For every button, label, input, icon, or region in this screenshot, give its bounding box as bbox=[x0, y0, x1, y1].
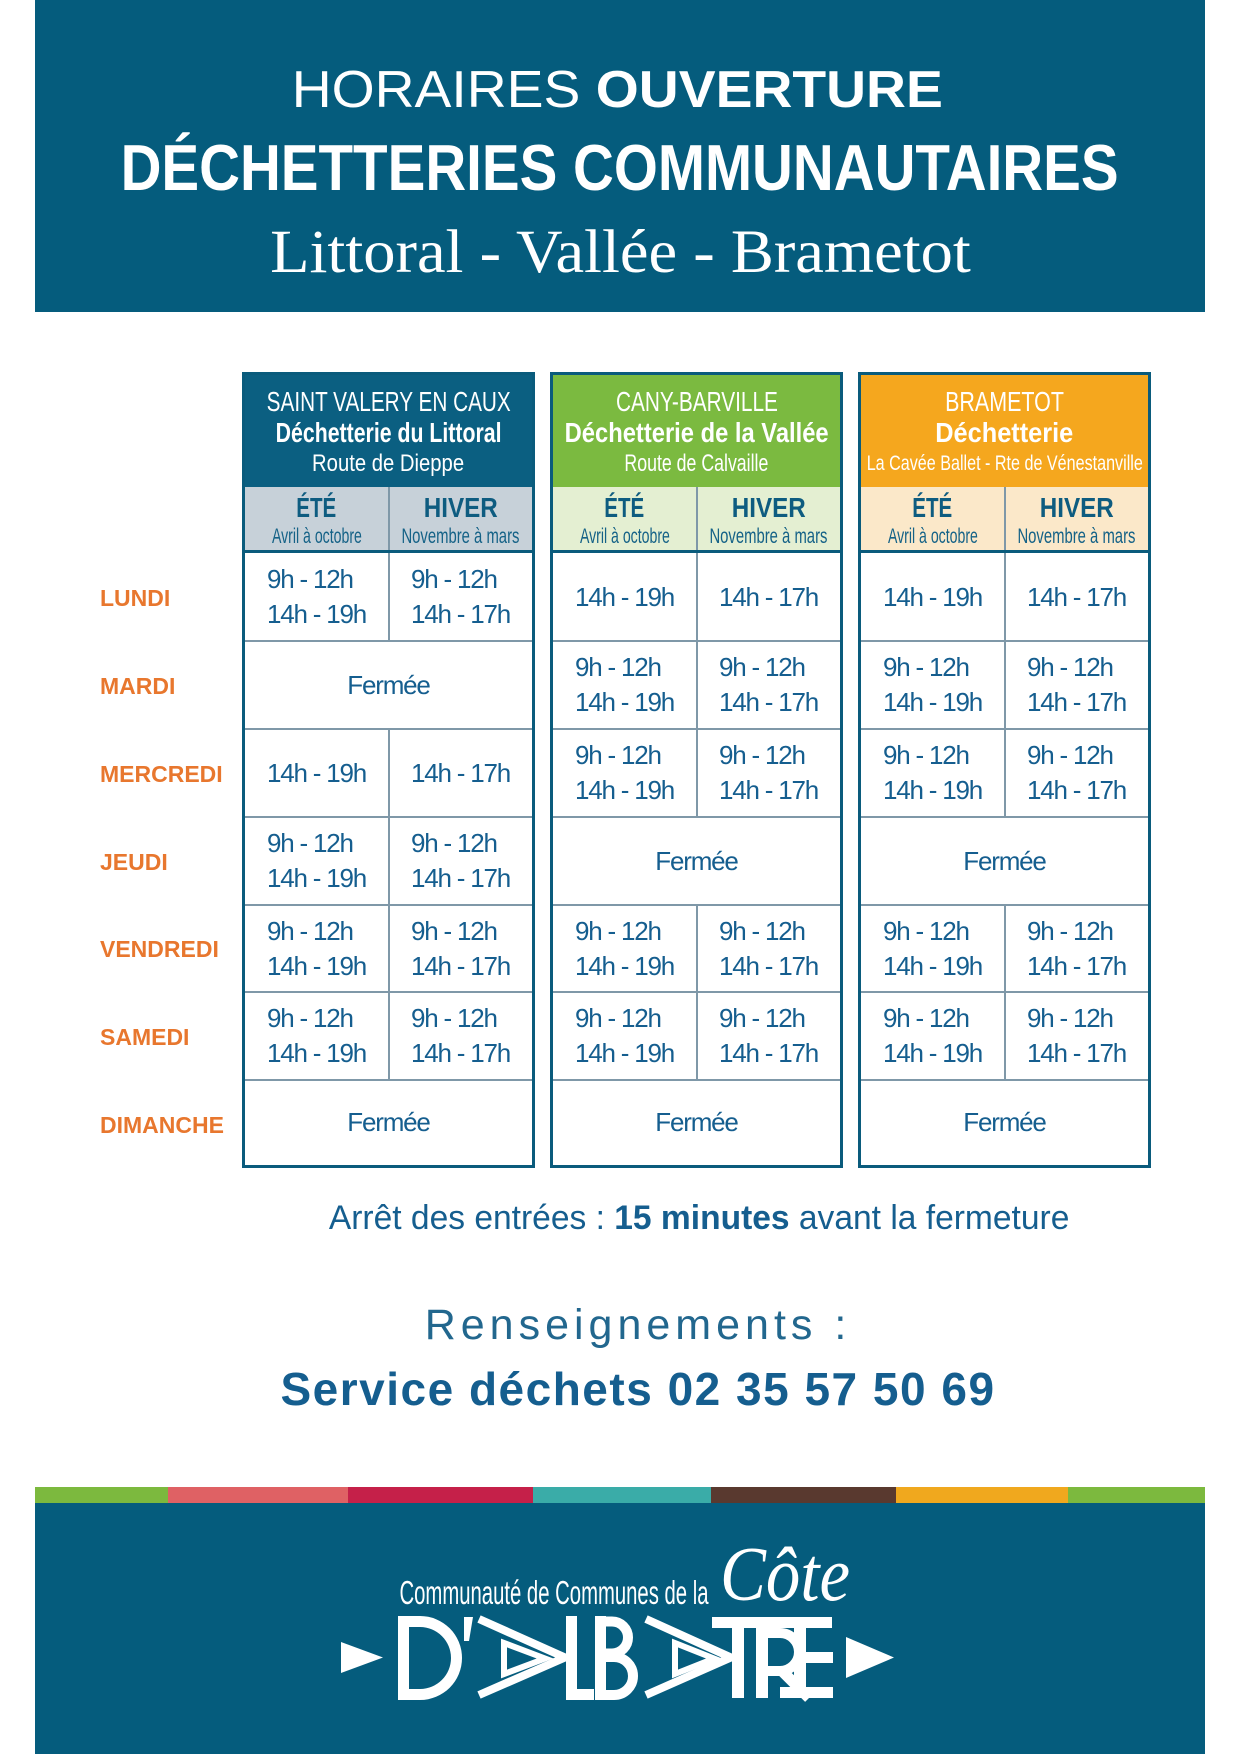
svg-text:Côte: Côte bbox=[720, 1531, 850, 1617]
svg-text:Communauté de Communes de la: Communauté de Communes de la bbox=[400, 1574, 709, 1611]
